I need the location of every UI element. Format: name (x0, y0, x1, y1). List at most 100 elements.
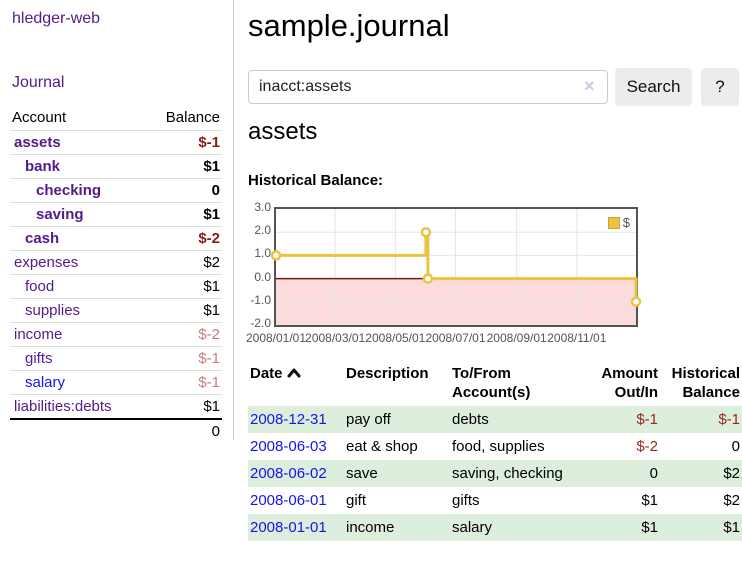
y-axis-tick-label: 1.0 (254, 246, 271, 261)
account-row: supplies $1 (10, 298, 222, 323)
y-axis-tick-label: -1.0 (250, 292, 271, 307)
transaction-accounts: gifts (452, 492, 480, 509)
transaction-accounts: debts (452, 411, 489, 428)
account-row: assets $-1 (10, 130, 222, 155)
accounts-total: 0 (145, 418, 222, 443)
clear-search-icon[interactable]: × (584, 76, 595, 96)
transaction-date-link[interactable]: 2008-06-01 (250, 492, 327, 509)
account-link[interactable]: expenses (14, 254, 79, 271)
transaction-amount: $-1 (636, 411, 658, 428)
search-form: × Search ? (248, 68, 742, 106)
chart-plot-area: $ (270, 207, 642, 327)
account-balance: $1 (145, 274, 222, 299)
account-link[interactable]: saving (36, 206, 84, 223)
transactions-table: Date Description To/From Account(s) Amou… (248, 360, 742, 541)
account-balance: $-2 (145, 322, 222, 347)
x-axis-tick-label: 2008/11/01 (547, 331, 607, 345)
account-row: gifts $-1 (10, 346, 222, 371)
y-axis-tick-label: 0.0 (254, 269, 271, 284)
account-link[interactable]: salary (25, 374, 66, 391)
transaction-row: 2008-01-01 income salary $1 $1 (248, 514, 742, 541)
sidebar: hledger-web Journal Account Balance asse… (0, 0, 233, 443)
page-title: sample.journal (248, 8, 450, 43)
account-link[interactable]: supplies (25, 302, 81, 319)
account-link[interactable]: cash (25, 230, 60, 247)
account-link[interactable]: bank (25, 158, 61, 175)
account-row: income $-2 (10, 322, 222, 347)
x-axis-tick-label: 2008/01/01 (245, 331, 307, 345)
transaction-amount: $1 (641, 519, 658, 536)
account-row: salary $-1 (10, 370, 222, 395)
account-balance: $1 (145, 202, 222, 227)
account-balance: $1 (145, 394, 222, 419)
account-row: checking 0 (10, 178, 222, 203)
account-link[interactable]: assets (14, 134, 61, 151)
account-balance: $1 (145, 298, 222, 323)
y-axis-tick-label: 3.0 (254, 200, 271, 214)
account-row: liabilities:debts $1 (10, 394, 222, 419)
transaction-row: 2008-12-31 pay off debts $-1 $-1 (248, 406, 742, 433)
transaction-balance: $2 (723, 492, 740, 509)
x-axis-tick-label: 2008/09/01 (486, 331, 547, 345)
column-header-balance: Historical Balance (671, 365, 740, 401)
account-row: cash $-2 (10, 226, 222, 251)
account-link[interactable]: income (14, 326, 63, 343)
account-balance: $-2 (145, 226, 222, 251)
sidebar-divider (233, 0, 234, 440)
legend-label: $ (622, 215, 630, 230)
account-link[interactable]: gifts (25, 350, 53, 367)
y-axis-tick-label: -2.0 (250, 316, 271, 330)
account-balance: $-1 (145, 130, 222, 155)
account-balance: 0 (145, 178, 222, 203)
transaction-description: save (346, 465, 378, 482)
transaction-description: eat & shop (346, 438, 418, 455)
search-input[interactable] (248, 70, 608, 104)
accounts-table: Account Balance assets $-1 bank $1 check… (10, 106, 222, 443)
chart-legend: $ (607, 215, 630, 230)
transaction-balance: 0 (731, 438, 740, 455)
sidebar-item-journal[interactable]: Journal (12, 74, 65, 91)
account-balance: $1 (145, 154, 222, 179)
help-button[interactable]: ? (701, 68, 739, 106)
column-header-amount: Amount Out/In (601, 365, 658, 401)
legend-swatch (607, 216, 620, 229)
transaction-amount: $-2 (636, 438, 658, 455)
app-title-link[interactable]: hledger-web (12, 10, 101, 27)
transaction-amount: $1 (641, 492, 658, 509)
account-balance: $-1 (145, 346, 222, 371)
transaction-amount: 0 (649, 465, 658, 482)
transaction-date-link[interactable]: 2008-06-03 (250, 438, 327, 455)
accounts-header-account: Account (12, 109, 67, 126)
transaction-balance: $2 (723, 465, 740, 482)
transaction-row: 2008-06-01 gift gifts $1 $2 (248, 487, 742, 514)
transaction-description: income (346, 519, 395, 536)
account-balance: $2 (145, 250, 222, 275)
x-axis-tick-label: 2008/07/01 (425, 331, 486, 345)
search-button[interactable]: Search (615, 68, 692, 106)
accounts-total-row: 0 (10, 418, 222, 443)
transaction-accounts: saving, checking (452, 465, 563, 482)
transaction-date-link[interactable]: 2008-12-31 (250, 411, 327, 428)
account-row: expenses $2 (10, 250, 222, 275)
sort-ascending-icon (287, 368, 301, 378)
x-axis-tick-label: 2008/05/01 (365, 331, 426, 345)
transaction-date-link[interactable]: 2008-01-01 (250, 519, 327, 536)
account-row: saving $1 (10, 202, 222, 227)
column-header-accounts: To/From Account(s) (452, 365, 531, 401)
transaction-row: 2008-06-02 save saving, checking 0 $2 (248, 460, 742, 487)
accounts-header-balance: Balance (165, 109, 220, 126)
account-link[interactable]: food (25, 278, 55, 295)
account-row: food $1 (10, 274, 222, 299)
transaction-description: pay off (346, 411, 391, 428)
account-link[interactable]: checking (36, 182, 102, 199)
chart-title: Historical Balance: (248, 172, 384, 189)
y-axis-tick-label: 2.0 (254, 223, 271, 238)
transaction-row: 2008-06-03 eat & shop food, supplies $-2… (248, 433, 742, 460)
account-link[interactable]: liabilities:debts (14, 398, 112, 415)
transaction-balance: $1 (723, 519, 740, 536)
column-header-date[interactable]: Date (248, 360, 344, 406)
transaction-balance: $-1 (718, 411, 740, 428)
account-heading: assets (248, 118, 318, 145)
x-axis-tick-label: 2008/03/01 (305, 331, 366, 345)
transaction-date-link[interactable]: 2008-06-02 (250, 465, 327, 482)
